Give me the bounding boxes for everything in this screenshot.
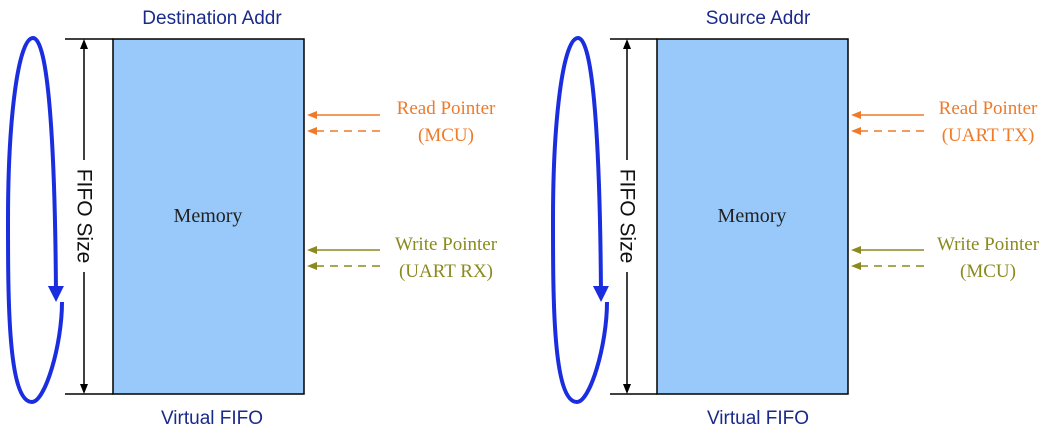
read-pointer-owner: (UART TX) [942,125,1035,146]
bottom-label: Virtual FIFO [707,408,809,429]
bottom-label: Virtual FIFO [161,408,263,429]
diagram-source: Source Addr FIFO Size Memory Read Pointe… [550,8,1040,429]
top-label: Destination Addr [142,8,282,29]
diagram-destination: Destination Addr FIFO Size Memory Read P… [5,8,498,429]
write-pointer-owner: (UART RX) [399,261,493,282]
fifo-size-label: FIFO Size [616,169,639,264]
fifo-size-label: FIFO Size [73,169,96,264]
top-label: Source Addr [706,8,811,29]
read-pointer-label: Read Pointer [397,98,496,119]
write-pointer-label: Write Pointer [937,234,1040,255]
read-pointer-label: Read Pointer [939,98,1038,119]
write-pointer-label: Write Pointer [395,234,498,255]
read-pointer-owner: (MCU) [418,125,474,146]
memory-block [112,38,305,395]
memory-label: Memory [718,205,787,227]
loop-arrow-icon [5,35,64,405]
loop-arrow-icon [550,35,609,405]
memory-block [656,38,849,395]
memory-label: Memory [174,205,243,227]
write-pointer-owner: (MCU) [960,261,1016,282]
